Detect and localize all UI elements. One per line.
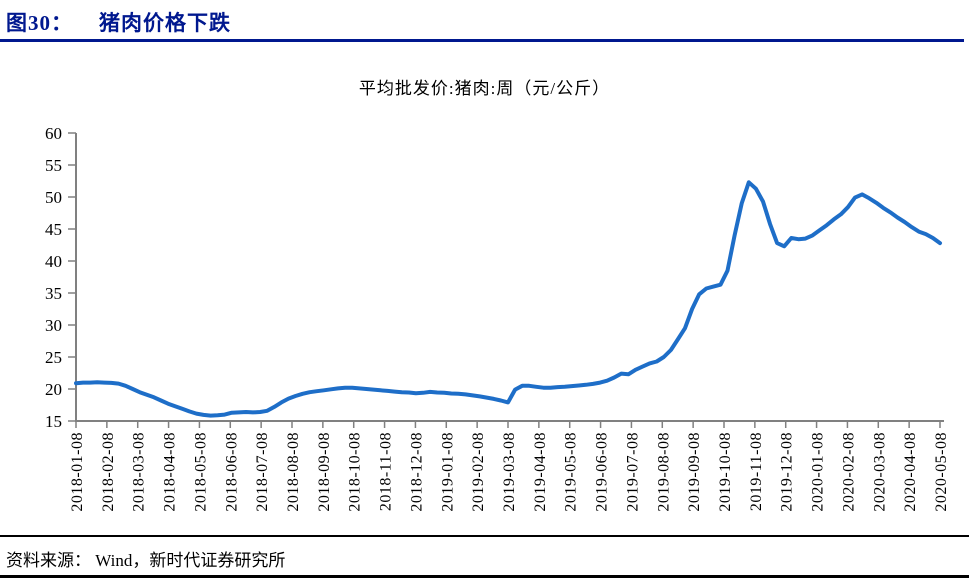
x-tick-label: 2018-12-08 bbox=[408, 432, 425, 512]
y-tick-label: 45 bbox=[45, 220, 62, 239]
x-tick-label: 2020-05-08 bbox=[933, 432, 950, 512]
x-tick-label: 2018-04-08 bbox=[162, 432, 179, 512]
x-tick-label: 2019-05-08 bbox=[563, 432, 580, 512]
x-tick-label: 2019-01-08 bbox=[439, 432, 456, 512]
x-tick-label: 2018-02-08 bbox=[100, 432, 117, 512]
chart-title: 平均批发价:猪肉:周（元/公斤） bbox=[358, 79, 611, 98]
x-tick-label: 2018-09-08 bbox=[316, 432, 333, 512]
source-divider-bottom bbox=[0, 575, 969, 578]
y-tick-label: 15 bbox=[45, 412, 62, 431]
y-tick-label: 35 bbox=[45, 284, 62, 303]
x-tick-label: 2020-01-08 bbox=[810, 432, 827, 512]
x-tick-label: 2018-11-08 bbox=[378, 432, 395, 511]
source-note: 资料来源： Wind，新时代证券研究所 bbox=[6, 551, 286, 570]
x-tick-label: 2018-08-08 bbox=[285, 432, 302, 512]
y-tick-label: 50 bbox=[45, 188, 62, 207]
pork-price-line-chart: 15 20 25 30 35 40 45 50 55 60 2018-01-08 2018-02-08… bbox=[45, 124, 950, 512]
y-tick-label: 40 bbox=[45, 252, 62, 271]
header-divider-rule bbox=[0, 39, 964, 42]
figure-number-label: 图30： bbox=[6, 11, 73, 35]
x-tick-label: 2019-03-08 bbox=[501, 432, 518, 512]
x-tick-label: 2018-06-08 bbox=[223, 432, 240, 512]
x-tick-label: 2019-02-08 bbox=[470, 432, 487, 512]
price-line-series bbox=[74, 180, 942, 418]
x-tick-label: 2018-10-08 bbox=[347, 432, 364, 512]
y-tick-label: 60 bbox=[45, 124, 62, 143]
y-tick-label: 25 bbox=[45, 348, 62, 367]
y-tick-label: 30 bbox=[45, 316, 62, 335]
x-tick-label: 2018-05-08 bbox=[192, 432, 209, 512]
x-tick-label: 2020-02-08 bbox=[840, 432, 857, 512]
x-tick-label: 2019-07-08 bbox=[624, 432, 641, 512]
x-tick-label: 2019-10-08 bbox=[717, 432, 734, 512]
x-tick-label: 2019-08-08 bbox=[655, 432, 672, 512]
y-tick-label: 55 bbox=[45, 156, 62, 175]
x-tick-label: 2019-11-08 bbox=[748, 432, 765, 511]
source-divider-top bbox=[0, 535, 969, 537]
x-tick-label: 2020-03-08 bbox=[871, 432, 888, 512]
figure-header: 图30： 猪肉价格下跌 bbox=[6, 7, 231, 37]
x-tick-label: 2020-04-08 bbox=[902, 432, 919, 512]
x-tick-label: 2019-09-08 bbox=[686, 432, 703, 512]
x-tick-label: 2019-12-08 bbox=[779, 432, 796, 512]
figure-title-text: 猪肉价格下跌 bbox=[99, 11, 231, 35]
y-tick-label: 20 bbox=[45, 380, 62, 399]
x-tick-label: 2018-07-08 bbox=[254, 432, 271, 512]
x-tick-label: 2019-04-08 bbox=[532, 432, 549, 512]
x-tick-label: 2019-06-08 bbox=[594, 432, 611, 512]
x-tick-label: 2018-03-08 bbox=[131, 432, 148, 512]
x-tick-label: 2018-01-08 bbox=[69, 432, 86, 512]
